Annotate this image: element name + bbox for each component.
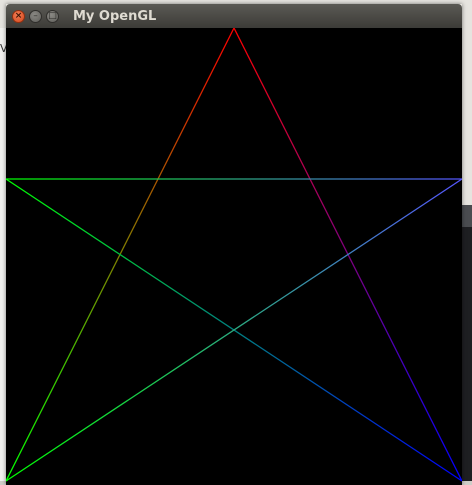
window-title: My OpenGL <box>73 8 157 24</box>
background-app-right <box>462 205 472 485</box>
background-app-right-titlebar <box>462 205 472 227</box>
star-drawing <box>6 28 462 482</box>
background-app-text: V <box>0 42 8 55</box>
minimize-button[interactable]: – <box>29 9 42 23</box>
window-controls: × – □ <box>12 9 63 23</box>
window-titlebar[interactable]: × – □ My OpenGL <box>6 4 462 28</box>
close-button[interactable]: × <box>12 9 25 23</box>
star-edge-right-to-bottom-left <box>6 178 462 482</box>
maximize-button[interactable]: □ <box>46 9 59 23</box>
minimize-icon: – <box>33 10 38 21</box>
close-icon: × <box>14 10 23 21</box>
background-app-left <box>0 28 6 485</box>
maximize-icon: □ <box>48 10 57 21</box>
opengl-canvas[interactable] <box>6 28 462 485</box>
opengl-window[interactable]: × – □ My OpenGL <box>6 4 462 485</box>
